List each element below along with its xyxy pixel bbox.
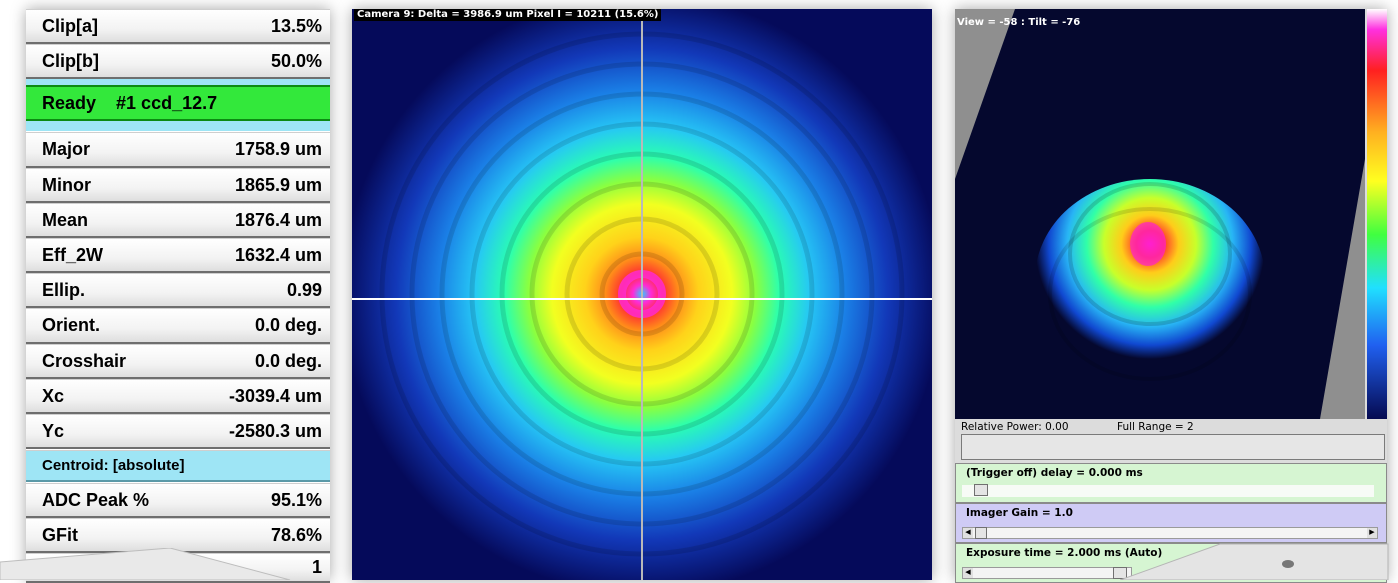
major-label: Major	[42, 139, 91, 159]
orient-row: Orient. 0.0 deg.	[26, 308, 330, 344]
minor-label: Minor	[42, 174, 91, 195]
imager-gain-thumb[interactable]	[975, 527, 987, 539]
clip-b-row: Clip[b] 50.0%	[26, 44, 330, 79]
divider-strip	[26, 121, 330, 131]
exposure-thumb[interactable]	[1113, 567, 1127, 579]
xc-value: -3039.4 um	[228, 385, 322, 406]
centroid-row: Centroid: [absolute]	[26, 450, 330, 482]
yc-row: Yc -2580.3 um	[26, 414, 330, 449]
yc-label: Yc	[42, 420, 65, 441]
imager-gain-label: Imager Gain = 1.0	[966, 507, 1073, 519]
ellip-row: Ellip. 0.99	[26, 273, 330, 308]
color-scale-bar	[1367, 9, 1387, 419]
adc-peak-value: 95.1%	[270, 489, 322, 510]
imager-gain-slider[interactable]: ◀ ▶	[962, 527, 1378, 539]
centroid-label: Centroid: [absolute]	[42, 457, 185, 474]
right-panel: View = -58 : Tilt = -76 Relative Power: …	[955, 9, 1387, 583]
clip-b-value: 50.0%	[270, 50, 322, 71]
trigger-delay-thumb[interactable]	[974, 484, 988, 496]
exposure-label: Exposure time = 2.000 ms (Auto)	[966, 547, 1163, 559]
xc-row: Xc -3039.4 um	[26, 379, 330, 414]
crosshair-value: 0.0 deg.	[254, 350, 322, 371]
power-meter	[961, 434, 1385, 460]
minor-value: 1865.9 um	[234, 174, 322, 195]
scroll-left-icon[interactable]: ◀	[963, 528, 973, 538]
major-value: 1758.9 um	[234, 139, 322, 159]
imager-gain-group: Imager Gain = 1.0 ◀ ▶	[955, 503, 1387, 543]
xc-label: Xc	[42, 385, 65, 406]
beam-profile-view[interactable]: Camera 9: Delta = 3986.9 um Pixel I = 10…	[352, 9, 932, 580]
orient-label: Orient.	[42, 315, 101, 335]
mean-value: 1876.4 um	[234, 209, 322, 230]
ellip-label: Ellip.	[42, 279, 86, 300]
measurement-panel: Clip[a] 13.5% Clip[b] 50.0% Ready #1 ccd…	[26, 9, 330, 583]
exposure-slider[interactable]: ◀	[962, 567, 1132, 579]
minor-row: Minor 1865.9 um	[26, 168, 330, 203]
decorative-shape	[0, 548, 291, 580]
yc-value: -2580.3 um	[228, 420, 322, 441]
trigger-delay-label: (Trigger off) delay = 0.000 ms	[966, 467, 1143, 479]
3d-view[interactable]: View = -58 : Tilt = -76	[955, 9, 1365, 419]
trigger-delay-group: (Trigger off) delay = 0.000 ms	[955, 463, 1387, 503]
camera-caption: Camera 9: Delta = 3986.9 um Pixel I = 10…	[354, 9, 662, 21]
gfit-value: 78.6%	[270, 524, 322, 545]
status-row: Ready #1 ccd_12.7	[26, 85, 330, 121]
ellip-value: 0.99	[286, 279, 322, 300]
extra-value: 1	[311, 557, 322, 577]
gfit-row: GFit 78.6%	[26, 518, 330, 553]
adc-peak-row: ADC Peak % 95.1%	[26, 483, 330, 518]
major-row: Major 1758.9 um	[26, 132, 330, 168]
scroll-right-icon[interactable]: ▶	[1367, 528, 1377, 538]
eff-2w-value: 1632.4 um	[234, 244, 322, 265]
adc-peak-label: ADC Peak %	[42, 489, 150, 510]
clip-b-label: Clip[b]	[42, 50, 99, 71]
scroll-left-icon[interactable]: ◀	[963, 568, 973, 578]
crosshair-label: Crosshair	[42, 350, 127, 371]
status-text: Ready #1 ccd_12.7	[42, 92, 218, 113]
divider-strip	[26, 79, 330, 85]
gfit-label: GFit	[42, 524, 78, 545]
eff-2w-label: Eff_2W	[42, 244, 104, 265]
mean-row: Mean 1876.4 um	[26, 203, 330, 238]
trigger-delay-slider[interactable]	[962, 484, 1374, 497]
clip-a-row: Clip[a] 13.5%	[26, 9, 330, 44]
crosshair-row: Crosshair 0.0 deg.	[26, 344, 330, 379]
3d-beam-render	[955, 9, 1365, 419]
mean-label: Mean	[42, 209, 89, 230]
relative-power-label: Relative Power: 0.00	[961, 421, 1069, 433]
view-caption: View = -58 : Tilt = -76	[957, 17, 1081, 28]
clip-a-label: Clip[a]	[42, 15, 98, 36]
orient-value: 0.0 deg.	[254, 315, 322, 335]
eff-2w-row: Eff_2W 1632.4 um	[26, 238, 330, 273]
decorative-shape	[1120, 543, 1389, 580]
beam-image	[352, 9, 932, 580]
full-range-label: Full Range = 2	[1117, 421, 1194, 433]
clip-a-value: 13.5%	[270, 15, 322, 36]
